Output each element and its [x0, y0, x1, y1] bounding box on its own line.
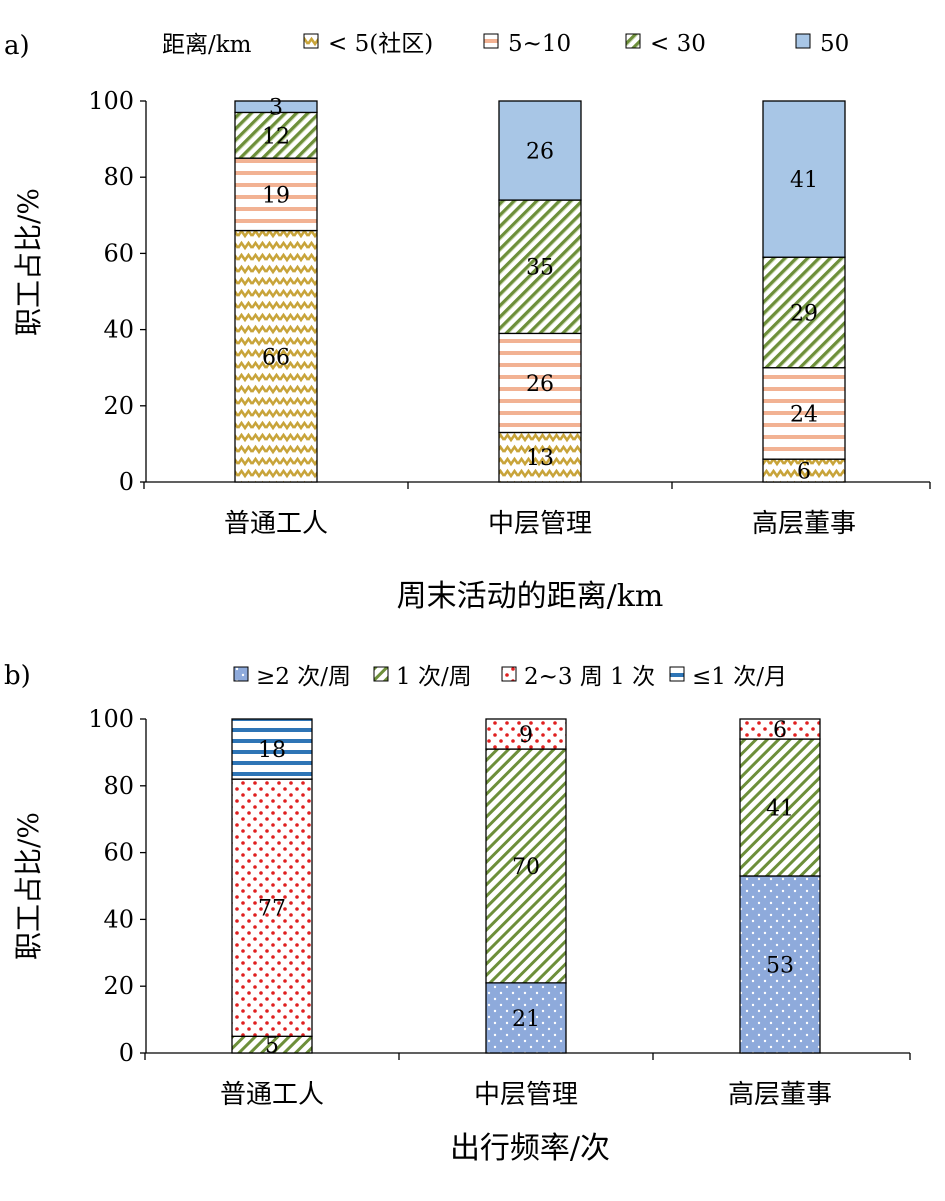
data-label: 70 [512, 855, 540, 880]
legend-b: ≥2 次/周 1 次/周 2~3 周 1 次 ≤1 次/月 [233, 664, 787, 690]
legend-swatch-lt30 [625, 33, 641, 49]
data-label: 26 [526, 372, 554, 397]
data-label: 19 [262, 183, 290, 208]
bar-segment-50 [762, 100, 846, 258]
data-label: 6 [773, 718, 787, 743]
panel-a-ylabel: 职工占比/% [12, 188, 45, 336]
x-category-label: 高层董事 [728, 1080, 832, 1110]
bar-segment-2to3 [231, 778, 313, 1037]
legend-label: 2~3 周 1 次 [524, 664, 655, 690]
y-tick-label: 0 [119, 468, 134, 496]
bar-segment-lt30 [498, 199, 582, 335]
bar-segment-once [739, 738, 821, 877]
bar-segment-2to3 [739, 718, 821, 740]
legend-swatch-2to3 [501, 666, 517, 682]
data-label: 18 [258, 738, 286, 763]
data-label: 12 [262, 124, 290, 149]
bar-segment-lt30 [762, 256, 846, 369]
bar-segment-ge2 [485, 982, 567, 1054]
bar-segment-5to10 [498, 332, 582, 434]
data-label: 66 [262, 345, 290, 370]
y-tick-label: 20 [103, 972, 134, 1000]
y-tick-label: 100 [88, 705, 134, 733]
bar-segment-once [485, 748, 567, 984]
legend-label: ≥2 次/周 [256, 664, 351, 690]
legend-swatch-once [373, 666, 389, 682]
x-category-label: 中层管理 [474, 1080, 578, 1110]
bar-segment-5to10 [762, 367, 846, 460]
legend-label: < 30 [650, 31, 706, 57]
data-label: 21 [512, 1007, 540, 1032]
bar-segment-lt30 [234, 111, 318, 159]
legend-swatch-lt5 [303, 33, 319, 49]
bar-segment-50 [498, 100, 582, 201]
x-category-label: 普通工人 [224, 509, 328, 539]
y-tick-label: 60 [103, 239, 134, 267]
y-tick-label: 20 [103, 392, 134, 420]
data-label: 26 [526, 140, 554, 165]
legend-swatch-le1 [669, 666, 685, 682]
panel-a: a) 距离/km < 5(社区) 5~10 < 30 50 职工占比/% 周末活动的距… [4, 31, 931, 614]
data-label: 9 [519, 723, 533, 748]
data-label: 35 [526, 256, 554, 281]
legend-swatch-5to10 [483, 33, 499, 49]
panel-b-ylabel: 职工占比/% [12, 812, 45, 960]
legend-swatch-ge2 [233, 666, 249, 682]
panel-b-bars: 5 77 18 21 70 9 53 41 6 [231, 718, 821, 1059]
x-category-label: 高层董事 [752, 509, 856, 539]
panel-a-xlabel: 周末活动的距离/km [397, 579, 664, 614]
panel-b: b) ≥2 次/周 1 次/周 2~3 周 1 次 ≤1 次/月 职工占比/% 出行频… [4, 661, 911, 1166]
data-label: 41 [766, 797, 794, 822]
panel-a-label: a) [4, 31, 30, 61]
y-tick-label: 60 [103, 839, 134, 867]
data-label: 24 [790, 402, 818, 427]
x-category-label: 普通工人 [220, 1080, 324, 1110]
data-label: 29 [790, 301, 818, 326]
y-tick-label: 40 [103, 905, 134, 933]
legend-label: 1 次/周 [396, 664, 472, 690]
panel-a-bars: 66 19 12 3 13 26 35 26 6 24 29 41 [234, 96, 846, 485]
data-label: 53 [766, 953, 794, 978]
panel-b-xlabel: 出行频率/次 [450, 1131, 610, 1166]
y-tick-label: 100 [88, 87, 134, 115]
panel-b-label: b) [4, 661, 31, 691]
bar-segment-le1 [231, 718, 313, 780]
y-tick-label: 80 [103, 163, 134, 191]
y-tick-label: 40 [103, 316, 134, 344]
bar-segment-50 [234, 100, 318, 114]
legend-a-title: 距离/km [162, 32, 252, 58]
legend-label: ≤1 次/月 [692, 664, 787, 690]
data-label: 6 [797, 460, 811, 485]
legend-label: < 5(社区) [328, 31, 433, 57]
y-tick-label: 80 [103, 772, 134, 800]
bar-segment-2to3 [485, 718, 567, 750]
data-label: 41 [790, 168, 818, 193]
data-label: 13 [526, 446, 554, 471]
legend-swatch-50 [795, 33, 811, 49]
data-label: 3 [269, 96, 283, 121]
legend-label: 5~10 [508, 31, 571, 57]
bar-segment-lt5 [234, 229, 318, 483]
y-tick-label: 0 [119, 1039, 134, 1067]
panel-a-axes: 0 20 40 60 80 100 普通工人 中层管理 高层董事 [88, 87, 931, 539]
x-category-label: 中层管理 [488, 509, 592, 539]
data-label: 77 [258, 897, 286, 922]
legend-a: < 5(社区) 5~10 < 30 50 [303, 31, 849, 57]
bar-segment-ge2 [739, 875, 821, 1054]
legend-label: 50 [820, 31, 849, 57]
data-label: 5 [265, 1034, 279, 1059]
